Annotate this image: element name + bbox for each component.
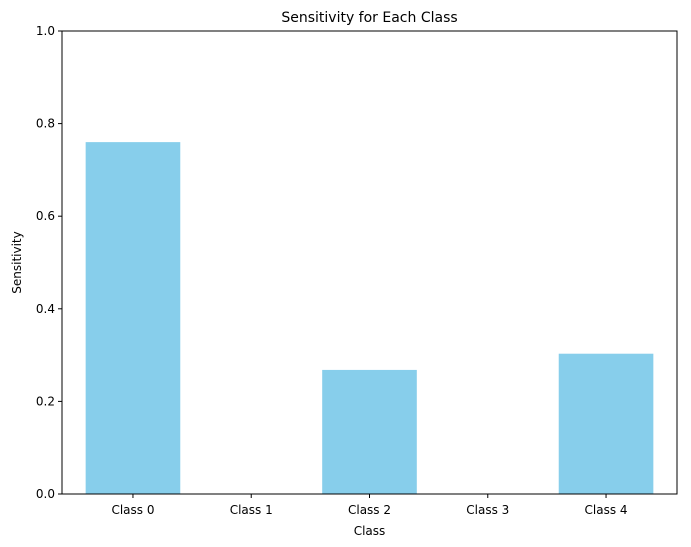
y-tick-label: 0.4: [36, 302, 55, 316]
bar-class-2: [322, 369, 417, 494]
bar-class-0: [85, 142, 181, 494]
x-tick-label: Class 1: [230, 503, 273, 517]
y-tick-label: 1.0: [36, 24, 55, 38]
bars-group: [85, 142, 654, 494]
x-tick-label: Class 2: [348, 503, 391, 517]
x-tick-label: Class 0: [111, 503, 154, 517]
x-tick-label: Class 4: [585, 503, 628, 517]
y-axis-ticks: 0.0 0.2 0.4 0.6 0.8 1.0: [36, 24, 62, 501]
y-tick-label: 0.2: [36, 394, 55, 408]
x-tick-label: Class 3: [466, 503, 509, 517]
y-tick-label: 0.8: [36, 117, 55, 131]
x-axis-label: Class: [354, 524, 386, 538]
y-tick-label: 0.0: [36, 487, 55, 501]
bar-class-4: [558, 353, 654, 494]
chart-title: Sensitivity for Each Class: [281, 10, 457, 26]
y-tick-label: 0.6: [36, 209, 55, 223]
plot-frame: [61, 30, 678, 495]
x-axis-ticks: Class 0 Class 1 Class 2 Class 3 Class 4: [111, 494, 628, 517]
y-axis-label: Sensitivity: [10, 231, 24, 293]
